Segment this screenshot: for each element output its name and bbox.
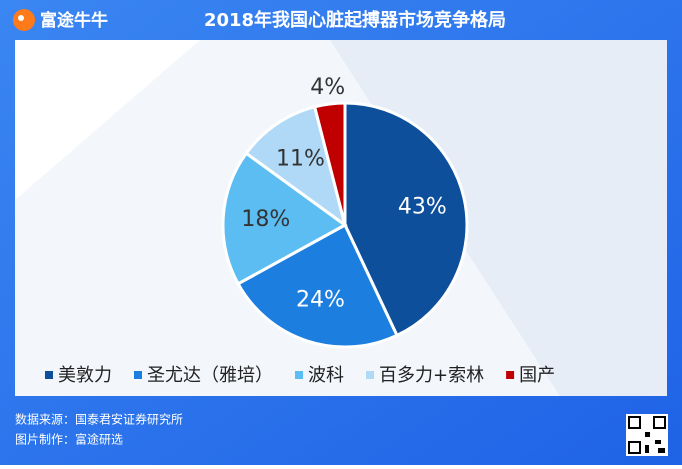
brand: 富途牛牛	[40, 10, 108, 31]
legend-swatch	[366, 371, 374, 379]
legend-swatch	[45, 371, 53, 379]
data-label: 24%	[296, 287, 345, 312]
legend-label: 国产	[519, 365, 555, 386]
pie-slice	[244, 105, 348, 229]
source: 数据来源：国泰君安证券研究所	[15, 412, 183, 427]
legend-swatch	[506, 371, 515, 379]
logo-icon	[13, 9, 35, 31]
data-label: 18%	[241, 207, 290, 232]
credit: 图片制作：富途研选	[15, 432, 123, 447]
legend-swatch	[295, 371, 303, 379]
pie-slice	[221, 151, 348, 286]
legend-swatch	[134, 371, 142, 379]
pie-slice	[343, 101, 469, 338]
panel-light	[15, 40, 200, 200]
chart-title: 2018年我国心脏起搏器市场竞争格局	[204, 9, 506, 31]
data-label: 43%	[398, 195, 447, 220]
logo-eye	[18, 15, 24, 21]
data-label: 11%	[276, 146, 325, 171]
pie-slice	[236, 222, 399, 349]
qr-code	[626, 414, 668, 456]
pie-slice	[312, 101, 347, 226]
legend-label: 美敦力	[58, 365, 112, 386]
legend-label: 圣尤达（雅培）	[147, 365, 273, 386]
legend-label: 百多力+索林	[379, 365, 484, 386]
legend-label: 波科	[308, 365, 344, 386]
data-label: 4%	[310, 75, 345, 100]
